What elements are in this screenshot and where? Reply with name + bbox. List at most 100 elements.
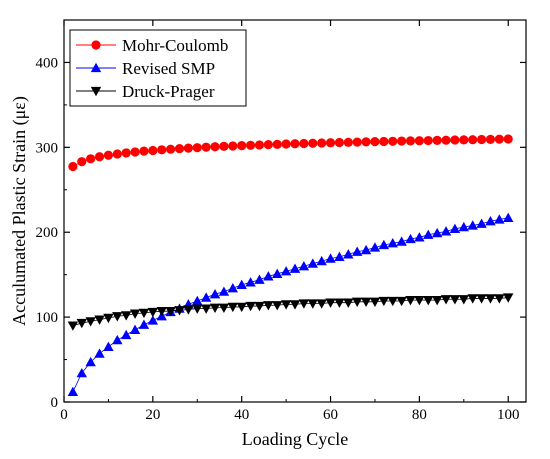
legend: Mohr-Coulomb Revised SMP Druck-Prager xyxy=(69,29,247,107)
data-point xyxy=(138,319,150,329)
data-point xyxy=(156,307,167,317)
legend-marker xyxy=(91,40,101,50)
data-point xyxy=(360,244,372,255)
data-point xyxy=(334,137,345,148)
data-point xyxy=(165,307,176,317)
data-point xyxy=(254,140,265,150)
data-point xyxy=(86,154,96,164)
x-tick-label: 20 xyxy=(145,407,160,423)
data-point xyxy=(396,296,407,307)
data-point xyxy=(378,296,390,307)
data-point xyxy=(449,295,461,305)
data-point xyxy=(228,141,238,151)
data-point xyxy=(94,152,105,162)
data-point xyxy=(388,136,398,146)
data-point xyxy=(494,134,504,144)
data-point xyxy=(209,303,221,313)
data-point xyxy=(431,227,443,238)
data-point xyxy=(441,135,451,145)
data-point xyxy=(67,386,79,396)
y-tick-label: 400 xyxy=(36,55,59,71)
plot-frame xyxy=(63,19,527,403)
data-point xyxy=(503,293,514,303)
data-point xyxy=(334,298,345,308)
data-point xyxy=(209,288,221,299)
data-point xyxy=(307,258,318,268)
data-point xyxy=(397,136,407,146)
data-point xyxy=(405,136,416,146)
data-point xyxy=(254,301,265,312)
data-point xyxy=(307,299,318,309)
data-point xyxy=(67,321,79,331)
y-axis-title: Acculumated Plastic Strain (με) xyxy=(9,96,30,326)
data-point xyxy=(76,318,87,329)
data-point xyxy=(272,268,283,278)
data-point xyxy=(503,212,514,222)
data-point xyxy=(245,277,256,287)
data-point xyxy=(112,149,122,159)
data-point xyxy=(147,315,159,325)
data-point xyxy=(183,143,193,153)
x-tick-label: 60 xyxy=(323,407,338,423)
y-tick-label: 300 xyxy=(36,140,59,156)
data-point xyxy=(432,135,442,145)
data-point xyxy=(458,221,470,232)
data-point xyxy=(103,341,114,351)
data-point xyxy=(112,312,123,322)
data-point xyxy=(440,226,452,236)
data-point xyxy=(449,223,461,233)
data-point xyxy=(396,236,407,246)
data-point xyxy=(485,294,496,304)
data-point xyxy=(325,138,336,148)
data-point xyxy=(440,295,452,305)
data-point xyxy=(280,266,292,276)
x-tick-label: 80 xyxy=(412,407,427,423)
data-point xyxy=(317,138,327,148)
data-point xyxy=(351,297,363,308)
data-point xyxy=(351,246,363,256)
data-point xyxy=(458,295,470,305)
data-point xyxy=(166,144,176,154)
data-point xyxy=(129,324,141,335)
data-point xyxy=(476,294,487,304)
data-point xyxy=(298,299,310,309)
data-point xyxy=(174,144,185,154)
data-point xyxy=(467,220,478,230)
data-point xyxy=(308,138,318,148)
data-point xyxy=(200,292,212,302)
data-point xyxy=(272,139,282,149)
data-point xyxy=(299,138,309,149)
data-point xyxy=(467,294,478,304)
data-point xyxy=(298,260,310,271)
data-point xyxy=(237,141,247,151)
data-point xyxy=(423,135,433,146)
x-tick-label: 0 xyxy=(60,407,68,423)
data-point xyxy=(485,134,496,144)
legend-item: Druck-Prager xyxy=(76,82,215,101)
legend-label: Revised SMP xyxy=(122,59,215,78)
data-point xyxy=(414,232,425,242)
data-point xyxy=(200,304,212,314)
data-point xyxy=(218,303,230,313)
axis-ticks: 0 20 40 60 80 100 0 100 200 300 400 xyxy=(36,20,526,423)
data-point xyxy=(103,313,114,324)
data-point xyxy=(352,137,362,147)
data-point xyxy=(138,308,150,319)
data-point xyxy=(77,157,87,167)
data-point xyxy=(218,286,230,296)
data-point xyxy=(316,299,327,309)
data-point xyxy=(263,140,273,150)
data-point xyxy=(85,356,96,367)
y-tick-label: 0 xyxy=(51,395,59,411)
data-point xyxy=(94,315,105,325)
data-point xyxy=(414,295,425,306)
data-point xyxy=(405,233,416,244)
legend-marker xyxy=(90,86,102,97)
data-point xyxy=(334,251,345,261)
data-point xyxy=(236,302,247,313)
legend-label: Druck-Prager xyxy=(122,82,215,101)
data-point xyxy=(263,271,274,281)
data-point xyxy=(183,305,194,315)
data-point xyxy=(405,295,416,306)
